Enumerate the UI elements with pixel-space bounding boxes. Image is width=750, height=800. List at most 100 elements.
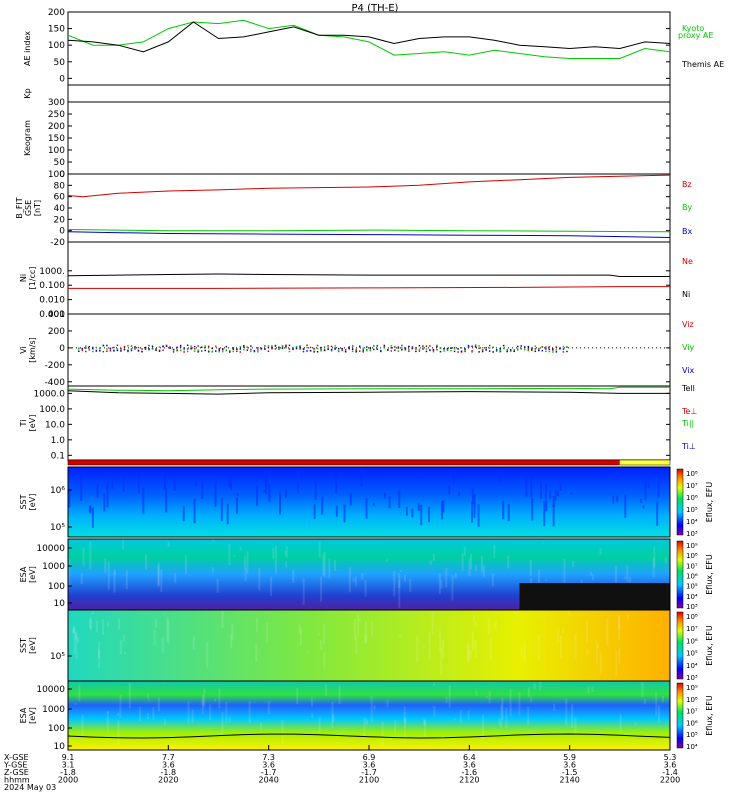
velocity-point [527, 349, 530, 352]
series-line-ti- [67, 386, 670, 392]
velocity-point [243, 348, 245, 351]
ephemeris-value: 2000 [58, 776, 78, 785]
velocity-point [450, 347, 452, 349]
velocity-point [113, 346, 115, 349]
velocity-point [365, 349, 368, 352]
velocity-point [113, 350, 115, 352]
spectrogram-esa-ions: ESA[eV] 10000 1000 100 10 10⁹ 10⁸ 10⁷ 10⁶ 10⁵ 10⁴ 1… [19, 538, 714, 611]
spectrogram-sst-ions: SST[eV] 10⁶ 10⁵ 10⁸ 10⁷ 10⁶ 10⁵ 10⁴ 10³ Eflux, EF… [19, 466, 714, 538]
velocity-point [95, 346, 98, 349]
y-tick-label: 100 [48, 582, 65, 592]
low-energy-gap [519, 583, 670, 610]
velocity-point [127, 344, 129, 347]
velocity-point [397, 346, 400, 348]
ephemeris-value: 2120 [459, 776, 479, 785]
velocity-point [232, 348, 235, 351]
colorbar-tick: 10⁷ [686, 482, 698, 490]
velocity-point [92, 350, 94, 353]
plot-title: P4 (TH-E) [352, 3, 399, 14]
velocity-point [394, 349, 396, 351]
y-tick-label: 10⁵ [50, 652, 65, 662]
colorbar-tick: 10⁴ [686, 593, 698, 601]
velocity-point [183, 351, 185, 353]
velocity-point [246, 349, 249, 351]
legend-entry: Bz [682, 180, 692, 189]
velocity-point [183, 348, 185, 351]
y-axis-label: Ni[1/cc] [19, 267, 37, 290]
velocity-point [207, 345, 210, 348]
legend-entry: proxy AE [678, 31, 713, 40]
velocity-point [464, 350, 466, 353]
velocity-point [285, 346, 287, 349]
y-tick-label: 250 [48, 110, 65, 120]
y-tick-label: 50 [54, 58, 66, 68]
ephemeris-value: -1.4 [662, 768, 678, 777]
velocity-point [524, 346, 526, 348]
velocity-point [285, 344, 287, 347]
velocity-point [204, 346, 206, 349]
velocity-point [271, 347, 273, 350]
velocity-point [292, 348, 294, 351]
velocity-point [432, 350, 435, 353]
velocity-point [524, 348, 526, 351]
velocity-point [404, 348, 407, 351]
velocity-point [509, 350, 512, 352]
velocity-point [151, 348, 154, 350]
colorbar-tick: 10⁹ [686, 684, 698, 692]
velocity-point [387, 349, 389, 351]
y-tick-label: -400 [45, 378, 66, 388]
ephemeris-value: 3.6 [363, 761, 376, 770]
velocity-point [408, 348, 410, 351]
ephemeris-value: 2020 [158, 776, 178, 785]
y-tick-label: 100 [48, 170, 65, 180]
velocity-point [383, 347, 386, 349]
velocity-point [274, 348, 277, 350]
panel-frame [67, 313, 671, 387]
velocity-point [299, 346, 301, 348]
colorbar [676, 611, 684, 680]
velocity-point [137, 346, 140, 349]
velocity-point [222, 350, 224, 353]
velocity-point [425, 348, 428, 350]
velocity-point [225, 345, 228, 348]
y-tick-label: -20 [50, 238, 65, 248]
velocity-point [481, 349, 484, 351]
velocity-point [239, 348, 242, 350]
velocity-point [411, 346, 414, 348]
velocity-point [186, 344, 189, 347]
velocity-point [443, 347, 445, 350]
velocity-point [418, 345, 421, 347]
velocity-point [376, 348, 379, 350]
velocity-point [106, 348, 108, 350]
velocity-point [137, 349, 140, 352]
colorbar-label: Eflux, EFU [705, 695, 714, 736]
velocity-point [390, 345, 393, 347]
velocity-point [538, 348, 540, 350]
velocity-point [397, 350, 400, 352]
ephemeris-value: 2040 [258, 776, 278, 785]
velocity-point [509, 349, 512, 351]
velocity-point [288, 344, 291, 347]
velocity-point [502, 347, 505, 350]
velocity-point [85, 345, 87, 347]
velocity-point [109, 349, 112, 352]
velocity-point [88, 348, 91, 350]
velocity-point [390, 347, 393, 349]
velocity-point [334, 345, 336, 347]
velocity-point [190, 345, 192, 347]
y-tick-label: 0.100 [39, 281, 65, 291]
velocity-point [250, 350, 252, 353]
velocity-point [109, 348, 112, 350]
velocity-point [148, 344, 150, 347]
velocity-point [190, 347, 192, 349]
velocity-point [527, 348, 530, 350]
colorbar-tick: 10⁸ [686, 696, 698, 704]
velocity-point [222, 348, 224, 351]
colorbar-tick: 10⁸ [686, 470, 698, 478]
velocity-point [172, 351, 175, 353]
series-line-tell [67, 390, 670, 395]
velocity-point [502, 344, 505, 347]
velocity-point [116, 348, 119, 350]
velocity-point [376, 344, 379, 347]
